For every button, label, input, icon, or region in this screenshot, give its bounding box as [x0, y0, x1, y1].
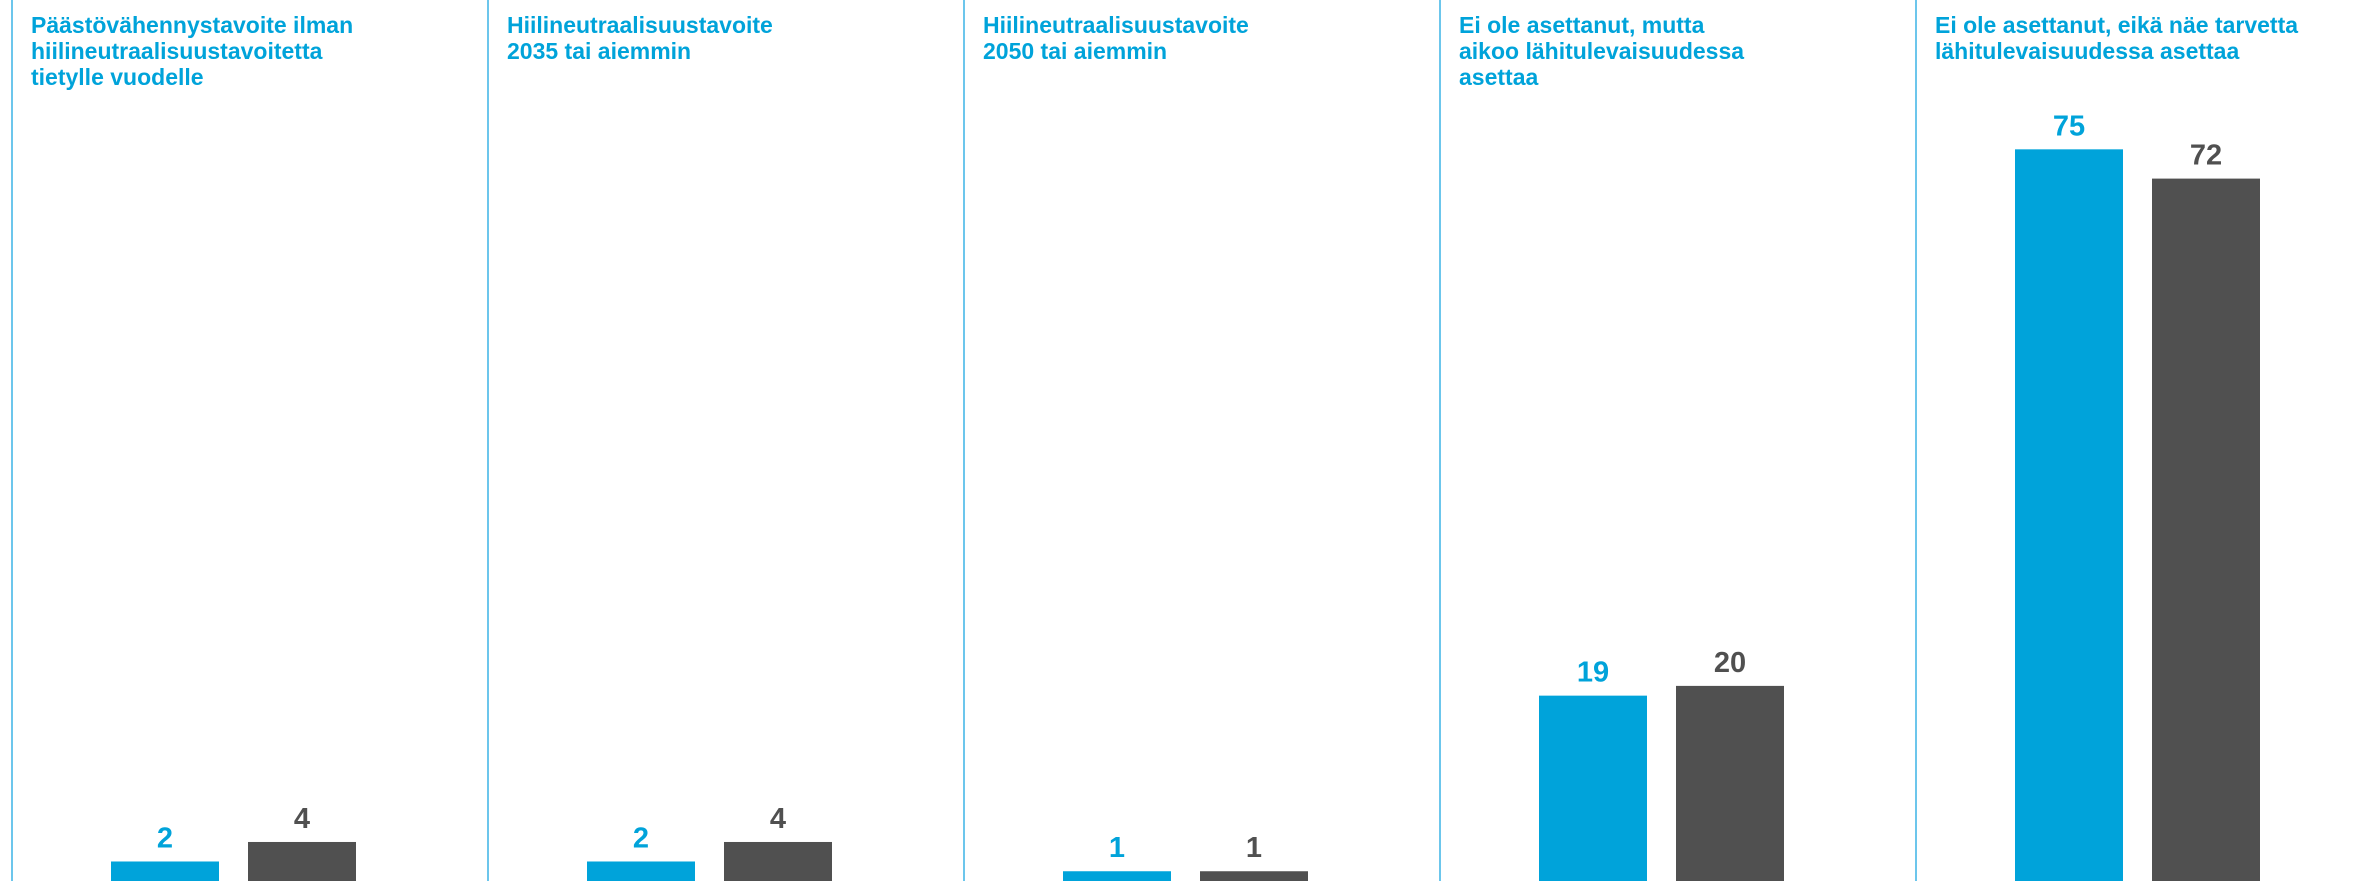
value-label: 2 [157, 822, 173, 854]
panel-title: lähitulevaisuudessa asettaa [1935, 38, 2239, 64]
value-label: 2 [633, 822, 649, 854]
panel-title: Ei ole asettanut, eikä näe tarvetta [1935, 12, 2298, 38]
panel-title: Hiilineutraalisuustavoite [507, 12, 773, 38]
panel-title: Hiilineutraalisuustavoite [983, 12, 1249, 38]
bar [2152, 178, 2260, 881]
panel-title: 2050 tai aiemmin [983, 38, 1167, 64]
bar [1200, 871, 1308, 881]
bar [1539, 695, 1647, 881]
bar [1063, 871, 1171, 881]
panel-title: 2035 tai aiemmin [507, 38, 691, 64]
value-label: 1 [1246, 832, 1262, 864]
panel-title: Ei ole asettanut, mutta [1459, 12, 1705, 38]
value-label: 20 [1714, 647, 1746, 679]
value-label: 4 [770, 803, 786, 835]
bar [587, 861, 695, 881]
bar [111, 861, 219, 881]
value-label: 1 [1109, 832, 1125, 864]
panel-title: hiilineutraalisuustavoitetta [31, 38, 323, 64]
panel-title: Päästövähennystavoite ilman [31, 12, 353, 38]
panel-title: aikoo lähitulevaisuudessa [1459, 38, 1744, 64]
value-label: 4 [294, 803, 310, 835]
panel-title: tietylle vuodelle [31, 64, 204, 90]
value-label: 72 [2190, 140, 2222, 172]
bar [2015, 149, 2123, 881]
value-label: 75 [2053, 110, 2085, 142]
bar [1676, 685, 1784, 881]
value-label: 19 [1577, 657, 1609, 689]
bar [724, 841, 832, 881]
panel-title: asettaa [1459, 64, 1538, 90]
bar [248, 841, 356, 881]
